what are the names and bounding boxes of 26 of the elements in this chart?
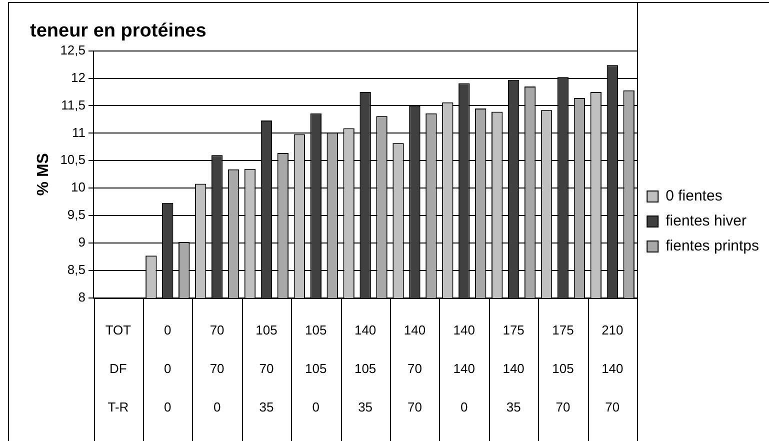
- y-tick-label: 10,5: [60, 152, 86, 168]
- category-label: 210 140 70: [602, 322, 624, 414]
- legend-label: fientes hiver: [666, 212, 746, 230]
- category-label: 105 70 35: [256, 322, 278, 414]
- chart-title: teneur en protéines: [30, 20, 206, 42]
- y-tick-label: 11,5: [61, 97, 86, 112]
- y-tick-label: 11: [72, 124, 86, 140]
- legend-label: fientes printps: [666, 238, 760, 255]
- y-tick-label: 12,5: [60, 42, 86, 58]
- y-tick-label: 8,5: [67, 262, 86, 278]
- category-label: 0 0 0: [164, 322, 172, 414]
- y-tick-label: 10: [71, 180, 86, 195]
- y-tick-label: 8: [78, 290, 86, 305]
- category-label: 140 70 70: [404, 322, 426, 414]
- y-tick-label: 12: [71, 70, 86, 85]
- y-axis-title: % MS: [35, 152, 52, 196]
- y-tick-label: 9,5: [67, 207, 86, 222]
- category-label: 140 140 0: [453, 322, 475, 414]
- y-tick-label: 9: [78, 234, 86, 250]
- category-label: 70 70 0: [210, 322, 224, 414]
- category-label: 175 105 70: [552, 322, 574, 414]
- category-label: TOT DF T-R: [105, 322, 132, 414]
- legend-label: 0 fientes: [666, 188, 722, 205]
- category-label: 175 140 35: [502, 322, 524, 414]
- category-label: 105 105 0: [305, 322, 327, 414]
- category-label: 140 105 35: [354, 322, 376, 414]
